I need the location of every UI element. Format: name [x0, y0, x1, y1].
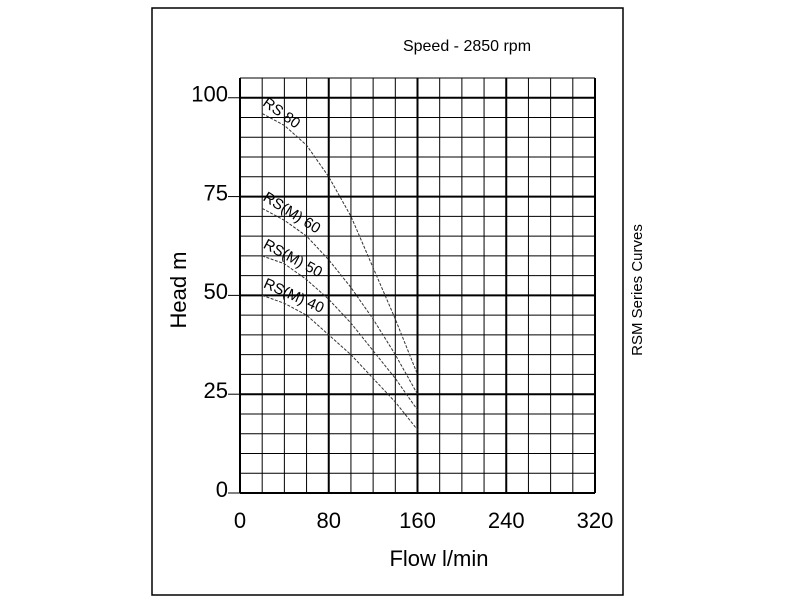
- curve: [261, 113, 418, 375]
- curve-label: RS 80: [260, 94, 304, 132]
- y-axis-label: Head m: [166, 251, 191, 328]
- chart-title: Speed - 2850 rpm: [403, 38, 531, 55]
- x-tick-label: 160: [399, 508, 436, 533]
- side-label: RSM Series Curves: [629, 224, 646, 356]
- y-tick-label: 50: [204, 279, 228, 304]
- y-tick-label: 75: [204, 180, 228, 205]
- x-tick-label: 320: [577, 508, 614, 533]
- frame: [151, 7, 624, 596]
- x-axis-label: Flow l/min: [389, 546, 488, 571]
- x-tick-label: 240: [488, 508, 525, 533]
- y-tick-label: 25: [204, 378, 228, 403]
- y-tick-label: 0: [216, 477, 228, 502]
- y-tick-label: 100: [191, 82, 228, 107]
- curve: [262, 294, 418, 431]
- x-tick-label: 80: [317, 508, 341, 533]
- x-tick-label: 0: [234, 508, 246, 533]
- curve: [261, 207, 418, 395]
- curve: [262, 255, 418, 411]
- curve-label: RS(M) 50: [260, 236, 325, 281]
